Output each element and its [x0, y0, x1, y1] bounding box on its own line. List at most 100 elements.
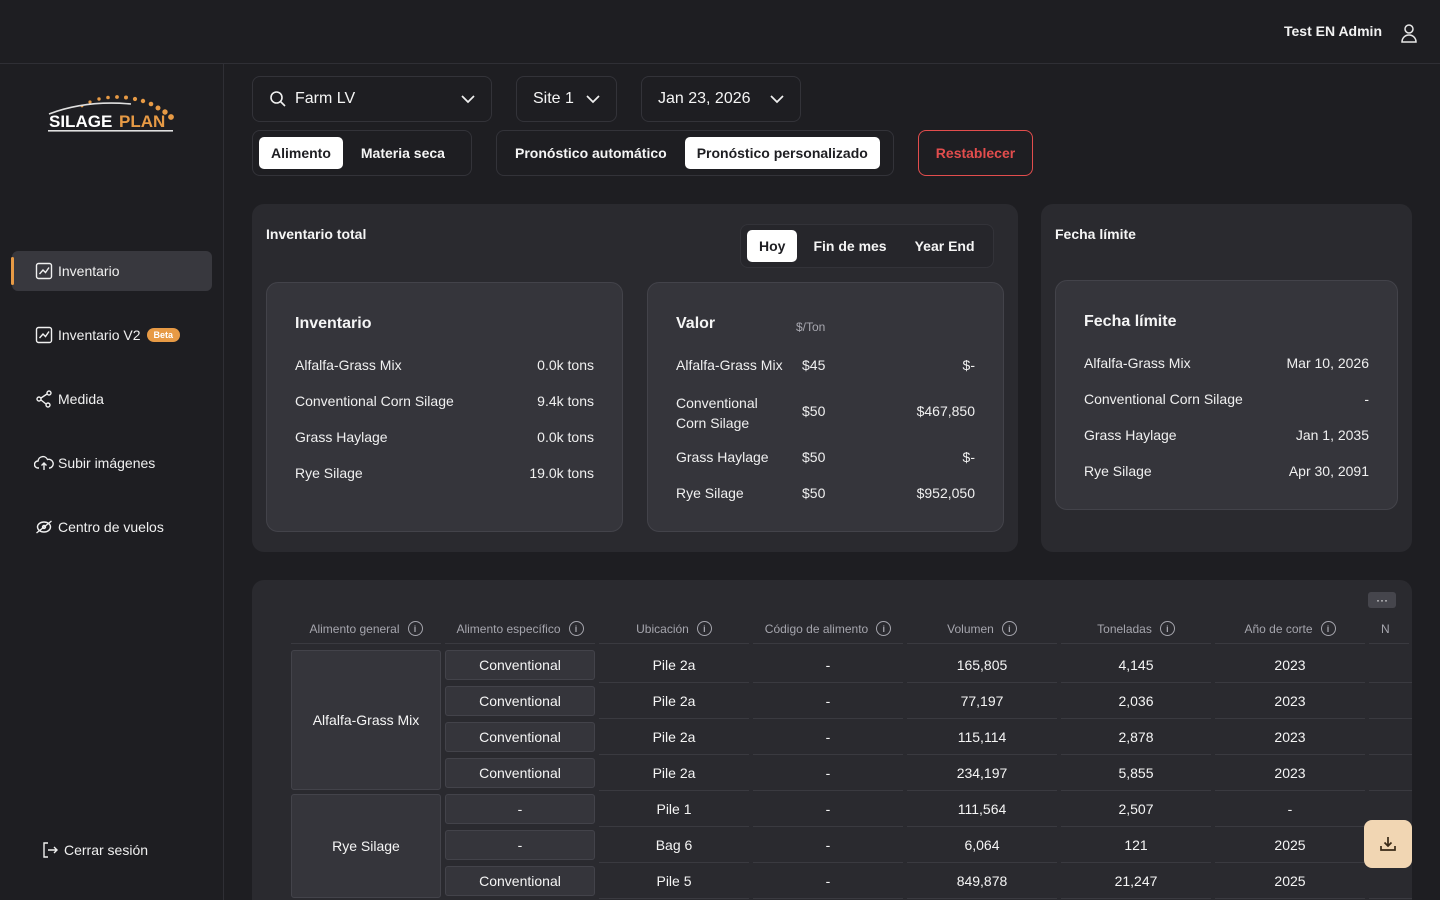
sidebar-item-centro-de-vuelos[interactable]: Centro de vuelos	[12, 507, 212, 547]
table-cell-overflow	[1369, 683, 1412, 719]
specific-feed-cell: -	[445, 830, 595, 860]
inventory-total-panel: Inventario total Hoy Fin de mes Year End…	[252, 204, 1018, 552]
logout-label: Cerrar sesión	[64, 842, 149, 858]
value-row-name: Conventional Corn Silage	[676, 395, 758, 431]
deadline-row-date: Apr 30, 2091	[1288, 463, 1369, 479]
value-row-total: $467,850	[916, 403, 975, 419]
deadline-row-name: Grass Haylage	[1084, 427, 1177, 443]
download-icon	[1378, 834, 1398, 854]
sidebar-item-label: Subir imágenes	[58, 455, 156, 471]
deadline-row-name: Alfalfa-Grass Mix	[1084, 355, 1191, 371]
table-cell-year: 2025	[1215, 863, 1365, 899]
search-icon	[269, 90, 287, 108]
inventory-row-name: Alfalfa-Grass Mix	[295, 357, 402, 373]
sidebar-item-inventario[interactable]: Inventario	[11, 251, 212, 291]
user-name: Test EN Admin	[1283, 23, 1382, 39]
group-cell: Rye Silage	[291, 794, 441, 898]
table-cell-tons: 2,878	[1061, 719, 1211, 755]
silageplan-logo[interactable]: SILAGE PLAN	[46, 94, 180, 134]
sidebar-item-inventario-v2[interactable]: Inventario V2 Beta	[12, 315, 212, 355]
column-header-label: N	[1381, 621, 1390, 636]
download-button[interactable]	[1364, 820, 1412, 868]
info-icon[interactable]: i	[696, 621, 712, 636]
column-header-label: Alimento específico	[456, 621, 561, 636]
more-options-button[interactable]: ···	[1368, 592, 1396, 608]
logout-button[interactable]: Cerrar sesión	[40, 840, 148, 860]
column-header[interactable]: Volumen i	[907, 614, 1057, 644]
basis-materia-seca-button[interactable]: Materia seca	[360, 145, 445, 161]
info-icon[interactable]: i	[407, 621, 423, 636]
sidebar-item-medida[interactable]: Medida	[12, 379, 212, 419]
chevron-down-icon	[770, 94, 784, 104]
info-icon[interactable]: i	[568, 621, 584, 636]
column-header-label: Volumen	[947, 621, 994, 636]
value-card: Valor $/Ton Alfalfa-Grass Mix $45 $- Con…	[647, 282, 1004, 532]
table-cell-year: 2025	[1215, 827, 1365, 863]
value-row-price: $50	[802, 403, 826, 419]
table-cell-code: -	[753, 683, 903, 719]
inventory-table-panel: ··· Alimento general i Alimento específic…	[252, 580, 1412, 900]
panel-title: Fecha límite	[1055, 226, 1136, 242]
info-icon[interactable]: i	[1320, 621, 1336, 636]
column-header[interactable]: Año de corte i	[1215, 614, 1365, 644]
table-cell-code: -	[753, 827, 903, 863]
period-year-end-button[interactable]: Year End	[914, 238, 975, 254]
table-cell-volume: 77,197	[907, 683, 1057, 719]
table-cell-overflow	[1369, 863, 1412, 899]
period-hoy-button[interactable]: Hoy	[747, 230, 798, 262]
inventory-row-name: Rye Silage	[295, 465, 363, 481]
table-cell-tons: 121	[1061, 827, 1211, 863]
farm-select[interactable]: Farm LV	[252, 76, 492, 122]
site-select[interactable]: Site 1	[516, 76, 617, 122]
farm-select-value: Farm LV	[295, 90, 356, 107]
info-icon[interactable]: i	[1159, 621, 1175, 636]
table-cell-tons: 5,855	[1061, 755, 1211, 791]
forecast-toggle: Pronóstico automático Pronóstico persona…	[496, 130, 894, 176]
panel-title: Inventario total	[266, 226, 367, 242]
info-icon[interactable]: i	[1001, 621, 1017, 636]
table-cell-location: Pile 2a	[599, 755, 749, 791]
table-cell-year: -	[1215, 791, 1365, 827]
column-header-label: Alimento general	[309, 621, 400, 636]
basis-toggle: Alimento Materia seca	[252, 130, 472, 176]
column-header[interactable]: Alimento general i	[291, 614, 441, 644]
column-header[interactable]: Ubicación i	[599, 614, 749, 644]
sidebar-item-subir-imagenes[interactable]: Subir imágenes	[12, 443, 212, 483]
inventory-row-name: Grass Haylage	[295, 429, 388, 445]
period-fin-de-mes-button[interactable]: Fin de mes	[813, 238, 887, 254]
deadline-panel: Fecha límite Fecha límite Alfalfa-Grass …	[1041, 204, 1412, 552]
table-cell-tons: 4,145	[1061, 647, 1211, 683]
deadline-row-date: -	[1364, 391, 1369, 407]
table-cell-overflow	[1369, 719, 1412, 755]
column-header[interactable]: N	[1369, 614, 1409, 644]
table-cell-location: Pile 2a	[599, 683, 749, 719]
forecast-auto-button[interactable]: Pronóstico automático	[515, 145, 667, 161]
user-icon[interactable]	[1394, 18, 1424, 48]
date-select[interactable]: Jan 23, 2026	[641, 76, 801, 122]
table-cell-location: Pile 2a	[599, 719, 749, 755]
drone-icon	[34, 517, 54, 537]
beta-badge: Beta	[146, 328, 181, 342]
value-row-name: Grass Haylage	[676, 449, 769, 465]
column-header[interactable]: Código de alimento i	[753, 614, 903, 644]
info-icon[interactable]: i	[876, 621, 892, 636]
sidebar-item-label: Inventario V2	[58, 327, 141, 343]
sidebar-item-label: Medida	[58, 391, 104, 407]
table-cell-location: Pile 2a	[599, 647, 749, 683]
value-row-price: $50	[802, 485, 826, 501]
value-row-total: $952,050	[916, 485, 975, 501]
table-cell-year: 2023	[1215, 683, 1365, 719]
reset-button[interactable]: Restablecer	[918, 130, 1033, 176]
table-cell-code: -	[753, 719, 903, 755]
forecast-custom-button[interactable]: Pronóstico personalizado	[684, 137, 880, 169]
specific-feed-cell: Conventional	[445, 866, 595, 896]
column-header[interactable]: Toneladas i	[1061, 614, 1211, 644]
basis-alimento-button[interactable]: Alimento	[259, 137, 343, 169]
column-header[interactable]: Alimento específico i	[445, 614, 595, 644]
card-title: Fecha límite	[1084, 313, 1177, 330]
table-cell-tons: 21,247	[1061, 863, 1211, 899]
value-row-price: $50	[802, 449, 826, 465]
logout-icon	[40, 840, 60, 860]
table-cell-tons: 2,036	[1061, 683, 1211, 719]
specific-feed-cell: -	[445, 794, 595, 824]
